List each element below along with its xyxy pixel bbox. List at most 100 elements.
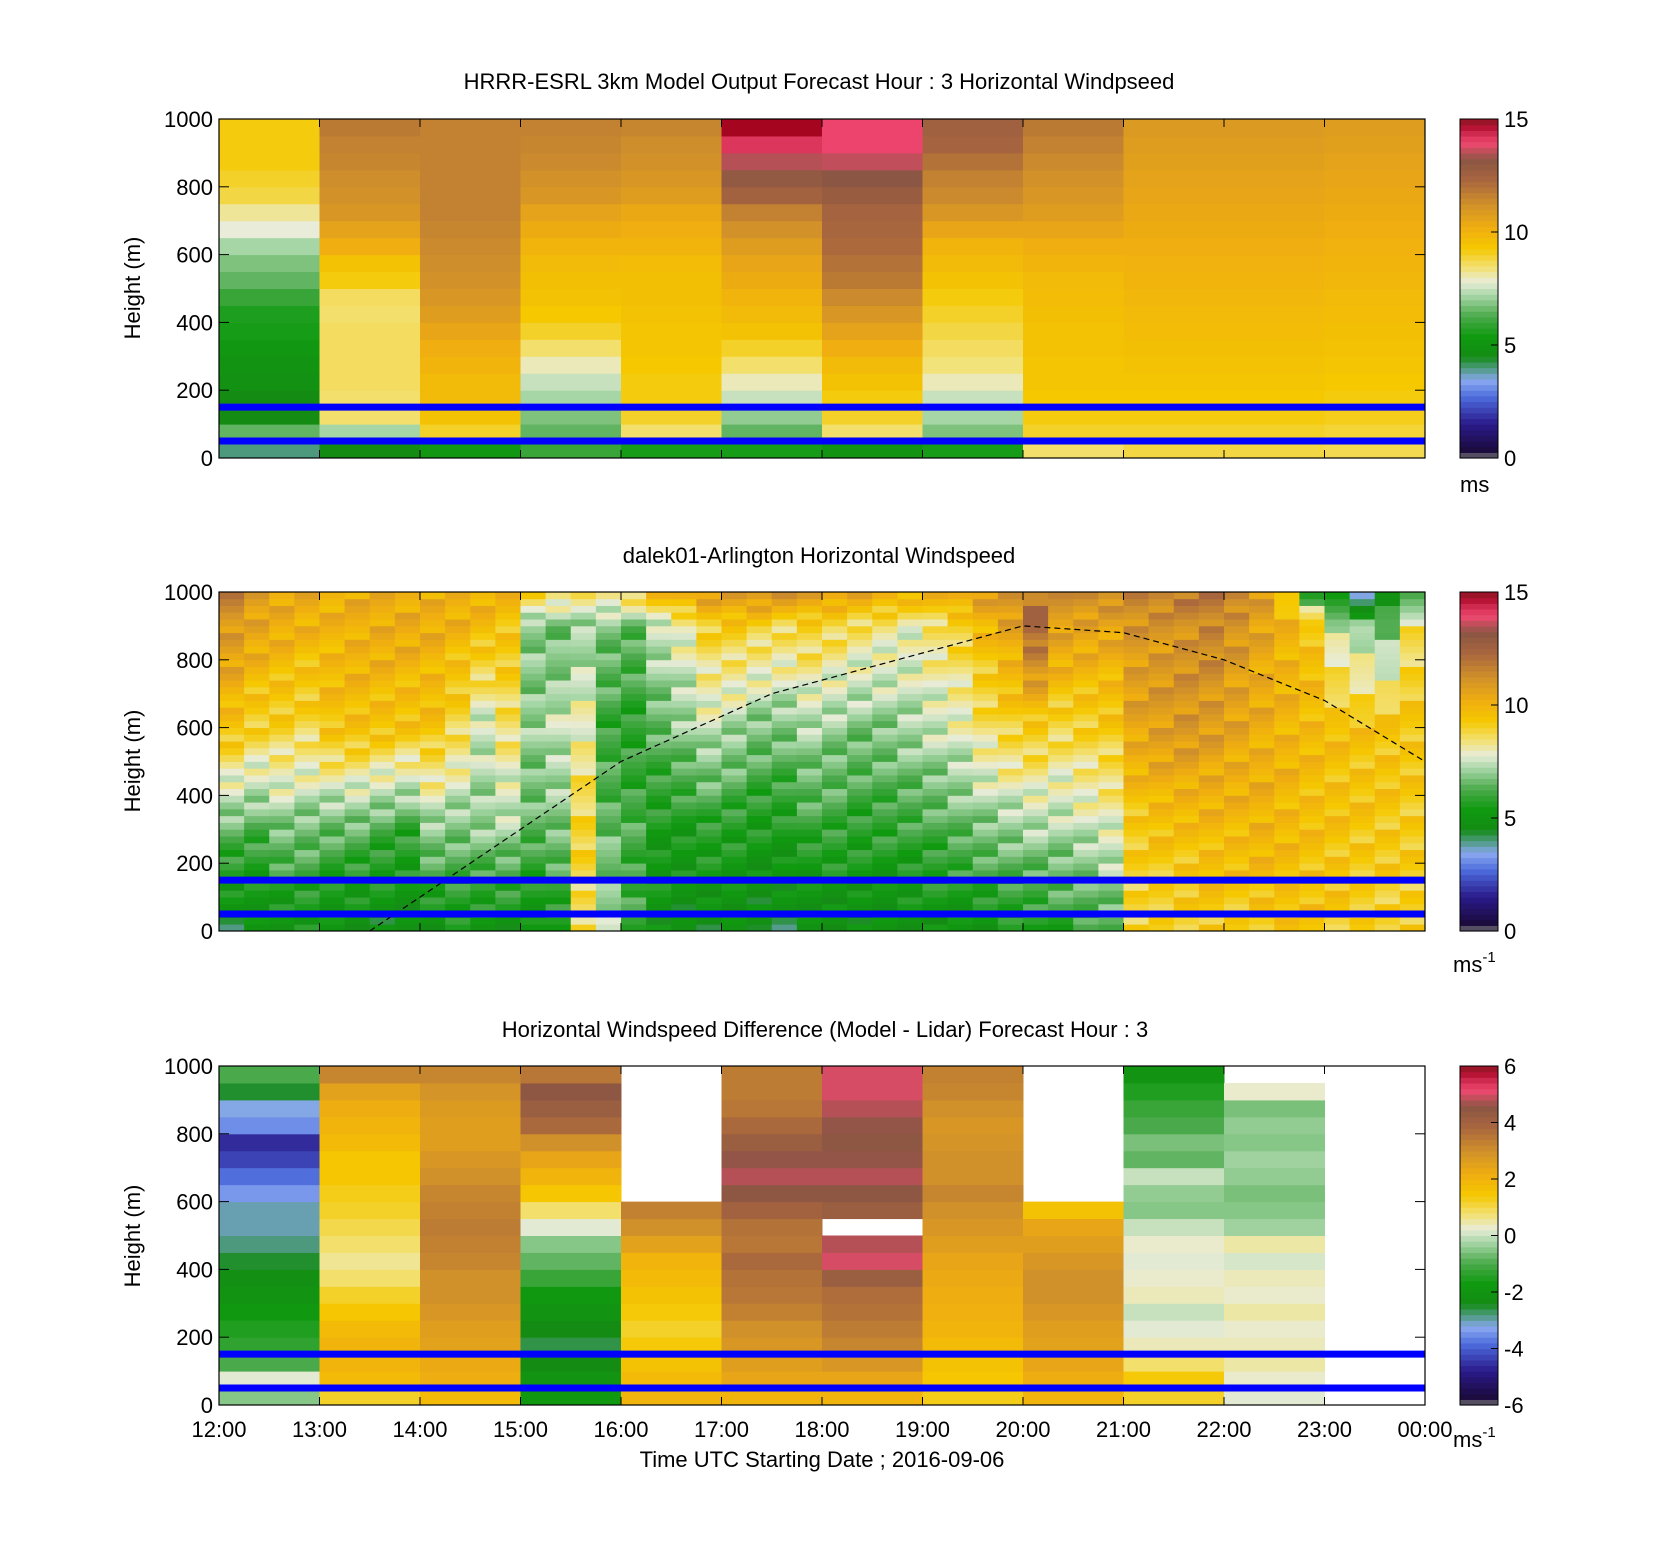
- heat-cell: [545, 707, 572, 715]
- heat-cell: [1399, 775, 1426, 783]
- heat-cell: [796, 781, 823, 790]
- heat-cell: [796, 693, 823, 701]
- heat-cell: [269, 666, 295, 674]
- heat-cell: [1324, 788, 1351, 796]
- colorbar-step: [1460, 834, 1498, 842]
- colorbar-frame: [1459, 591, 1499, 932]
- heat-cell: [445, 727, 471, 735]
- heat-cell: [344, 869, 371, 878]
- heat-cell: [369, 605, 396, 613]
- heat-cell: [771, 632, 798, 640]
- heat-cell: [1324, 924, 1351, 932]
- heat-cell: [495, 632, 521, 640]
- heat-cell: [269, 842, 295, 851]
- heat-cell: [947, 741, 974, 749]
- heat-cell: [1374, 781, 1401, 790]
- heat-cell: [570, 863, 597, 871]
- heat-cell: [319, 632, 346, 640]
- heat-cell: [822, 883, 848, 891]
- heat-cell: [1224, 686, 1250, 695]
- heat-cell: [997, 680, 1024, 688]
- heat-cell: [1073, 734, 1099, 742]
- heat-cell: [219, 625, 245, 634]
- heat-cell: [1274, 795, 1300, 803]
- heat-cell: [1048, 592, 1074, 600]
- heat-cell: [1023, 625, 1049, 634]
- heat-cell: [219, 863, 245, 871]
- heat-cell: [269, 720, 295, 728]
- heat-cell: [595, 659, 622, 667]
- heat-cell: [1048, 734, 1074, 742]
- heat-cell: [344, 727, 371, 735]
- heat-cell: [1249, 693, 1275, 701]
- heat-cell: [1023, 747, 1049, 756]
- heat-cell: [922, 407, 1024, 425]
- heat-cell: [1299, 734, 1325, 742]
- heat-cell: [1073, 836, 1099, 844]
- heat-cell: [922, 254, 1024, 273]
- heat-cell: [520, 836, 547, 844]
- heat-cell: [344, 815, 371, 823]
- heat-cell: [1299, 815, 1325, 823]
- heat-cell: [1123, 747, 1150, 756]
- heat-cell: [520, 1082, 622, 1101]
- heat-cell: [1023, 700, 1049, 708]
- heat-cell: [1374, 727, 1401, 735]
- heat-cell: [1073, 842, 1099, 851]
- heat-cell: [922, 186, 1024, 205]
- heat-cell: [470, 693, 496, 701]
- heat-cell: [972, 625, 999, 634]
- x-tick-label: 14:00: [392, 1417, 447, 1442]
- heat-cell: [1349, 598, 1376, 606]
- heat-cell: [1023, 693, 1049, 701]
- heat-cell: [997, 869, 1024, 878]
- heat-cell: [344, 680, 371, 688]
- colorbar-step: [1460, 705, 1498, 712]
- heat-cell: [420, 625, 446, 634]
- heat-cell: [922, 1269, 1024, 1287]
- heat-cell: [1048, 693, 1074, 701]
- heat-cell: [1123, 390, 1225, 408]
- heat-cell: [520, 632, 547, 640]
- colorbar-step: [1460, 305, 1498, 312]
- heat-cell: [1173, 754, 1200, 762]
- heat-cell: [520, 322, 622, 340]
- heat-cell: [1148, 863, 1175, 871]
- heat-cell: [269, 897, 295, 905]
- heat-cell: [269, 625, 295, 634]
- heat-cell: [872, 673, 898, 681]
- heat-cell: [621, 169, 722, 188]
- heat-cell: [847, 680, 873, 688]
- colorbar-step: [1460, 778, 1498, 785]
- heat-cell: [621, 747, 647, 756]
- heat-cell: [621, 373, 722, 391]
- heat-cell: [394, 775, 421, 783]
- heat-cell: [972, 632, 999, 640]
- heat-cell: [796, 666, 823, 674]
- heat-cell: [1399, 883, 1426, 891]
- heat-cell: [1249, 781, 1275, 790]
- heat-cell: [520, 707, 547, 715]
- heat-cell: [219, 271, 320, 289]
- heat-cell: [822, 863, 848, 871]
- heat-cell: [369, 924, 396, 932]
- heat-cell: [269, 700, 295, 708]
- heat-cell: [570, 659, 597, 667]
- heat-cell: [1249, 625, 1275, 634]
- heat-cell: [495, 856, 521, 864]
- heat-cell: [771, 747, 798, 756]
- heat-cell: [1224, 673, 1250, 681]
- heat-cell: [1098, 768, 1124, 776]
- heat-cell: [1399, 693, 1426, 701]
- heat-cell: [1249, 727, 1275, 735]
- heat-cell: [1023, 842, 1049, 851]
- heat-cell: [822, 135, 923, 154]
- heat-cell: [1098, 632, 1124, 640]
- heat-cell: [771, 788, 798, 796]
- heat-cell: [1324, 598, 1351, 606]
- heat-cell: [872, 720, 898, 728]
- heat-cell: [470, 632, 496, 640]
- heat-cell: [897, 714, 923, 722]
- colorbar-step: [1460, 693, 1498, 700]
- colorbar-step: [1460, 733, 1498, 740]
